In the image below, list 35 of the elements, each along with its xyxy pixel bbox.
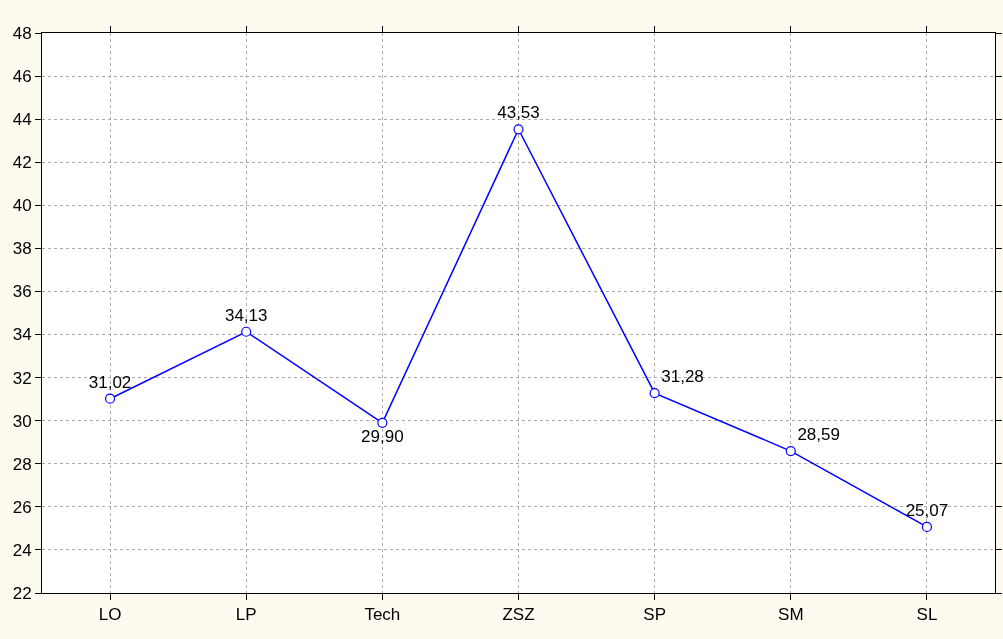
y-tick-label: 32 <box>12 368 32 388</box>
point <box>241 326 252 337</box>
y-tick-label: 44 <box>12 110 32 130</box>
data-label: 31,28 <box>661 367 704 387</box>
y-tick-label: 48 <box>12 23 32 43</box>
y-tick-label: 28 <box>12 454 32 474</box>
y-tick-label: 46 <box>12 67 32 87</box>
point <box>785 445 796 457</box>
x-tick-label: ZSZ <box>502 605 535 625</box>
x-tick-label: LO <box>98 605 122 625</box>
y-tick-label: 22 <box>12 583 32 603</box>
y-tick-label: 24 <box>12 540 32 560</box>
data-label: 25,07 <box>905 501 949 521</box>
x-tick-label: SP <box>643 605 666 625</box>
x-tick-label: SM <box>778 605 804 625</box>
data-label: 28,59 <box>797 425 840 445</box>
x-tick-label: SL <box>916 605 938 625</box>
data-label: 43,53 <box>497 103 540 123</box>
point <box>921 521 933 532</box>
y-tick-label: 42 <box>12 153 32 173</box>
data-label: 34,13 <box>224 305 268 325</box>
data-label: 31,02 <box>88 372 132 392</box>
point <box>377 417 388 428</box>
y-tick-label: 38 <box>12 239 32 259</box>
point <box>649 388 660 399</box>
y-tick-label: 26 <box>12 497 32 517</box>
y-tick-label: 34 <box>12 325 32 345</box>
x-tick-label: Tech <box>364 605 401 625</box>
point <box>513 124 524 135</box>
data-label: 29,90 <box>361 427 404 447</box>
x-tick-label: LP <box>235 605 257 625</box>
y-tick-label: 40 <box>12 196 32 216</box>
y-tick-label: 36 <box>12 282 32 302</box>
y-tick-label: 30 <box>12 411 32 431</box>
point <box>104 393 116 404</box>
